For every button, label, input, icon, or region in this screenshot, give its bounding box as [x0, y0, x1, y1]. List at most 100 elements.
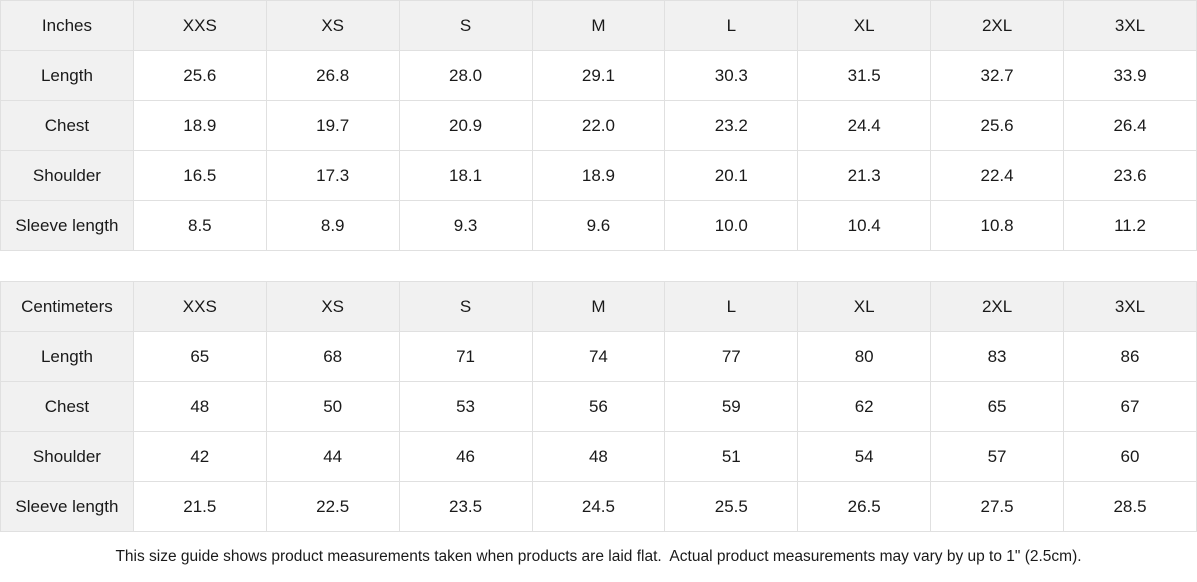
measurement-value-cell: 20.1: [664, 150, 799, 201]
table-row: Length 25.6 26.8 28.0 29.1 30.3 31.5 32.7 33.9: [0, 50, 1197, 101]
measurement-value-cell: 71: [398, 331, 533, 382]
measurement-value-cell: 80: [797, 331, 932, 382]
measurement-label-cell: Length: [0, 331, 134, 382]
measurement-value-cell: 21.3: [797, 150, 932, 201]
measurement-disclaimer: This size guide shows product measuremen…: [0, 532, 1197, 582]
measurement-value-cell: 26.4: [1063, 100, 1197, 151]
measurement-value-cell: 17.3: [265, 150, 400, 201]
size-header-cell: XS: [265, 281, 400, 332]
measurement-value-cell: 67: [1063, 381, 1197, 432]
measurement-value-cell: 10.4: [797, 200, 932, 251]
measurement-value-cell: 86: [1063, 331, 1197, 382]
measurement-value-cell: 32.7: [930, 50, 1064, 101]
measurement-value-cell: 30.3: [664, 50, 799, 101]
measurement-value-cell: 33.9: [1063, 50, 1197, 101]
size-header-cell: XS: [265, 0, 400, 51]
measurement-value-cell: 83: [930, 331, 1064, 382]
measurement-value-cell: 16.5: [132, 150, 267, 201]
size-header-cell: XXS: [132, 0, 267, 51]
measurement-value-cell: 50: [265, 381, 400, 432]
size-header-cell: 3XL: [1063, 0, 1197, 51]
centimeters-table-body: Length 65 68 71 74 77 80 83 86 Chest 48 50 53 56 59 62 6…: [0, 331, 1197, 532]
size-header-cell: 2XL: [930, 0, 1064, 51]
measurement-value-cell: 28.0: [398, 50, 533, 101]
measurement-value-cell: 60: [1063, 431, 1197, 482]
measurement-value-cell: 23.6: [1063, 150, 1197, 201]
measurement-value-cell: 48: [531, 431, 666, 482]
measurement-value-cell: 10.8: [930, 200, 1064, 251]
measurement-value-cell: 8.5: [132, 200, 267, 251]
measurement-value-cell: 57: [930, 431, 1064, 482]
size-header-cell: M: [531, 0, 666, 51]
size-header-cell: 2XL: [930, 281, 1064, 332]
measurement-value-cell: 22.0: [531, 100, 666, 151]
measurement-value-cell: 22.4: [930, 150, 1064, 201]
measurement-value-cell: 25.6: [132, 50, 267, 101]
measurement-value-cell: 8.9: [265, 200, 400, 251]
measurement-value-cell: 9.6: [531, 200, 666, 251]
size-header-cell: XXS: [132, 281, 267, 332]
measurement-label-cell: Chest: [0, 100, 134, 151]
measurement-value-cell: 24.4: [797, 100, 932, 151]
size-header-cell: XL: [797, 0, 932, 51]
table-row: Sleeve length 8.5 8.9 9.3 9.6 10.0 10.4 10.8 11.…: [0, 200, 1197, 251]
measurement-label-cell: Length: [0, 50, 134, 101]
unit-header-cell: Centimeters: [0, 281, 134, 332]
inches-table-header: Inches XXS XS S M L XL 2XL 3XL: [0, 0, 1197, 51]
measurement-label-cell: Shoulder: [0, 431, 134, 482]
measurement-value-cell: 24.5: [531, 481, 666, 532]
measurement-value-cell: 26.5: [797, 481, 932, 532]
measurement-value-cell: 21.5: [132, 481, 267, 532]
measurement-value-cell: 23.2: [664, 100, 799, 151]
measurement-value-cell: 18.9: [531, 150, 666, 201]
measurement-label-cell: Sleeve length: [0, 481, 134, 532]
measurement-value-cell: 68: [265, 331, 400, 382]
measurement-value-cell: 65: [930, 381, 1064, 432]
size-header-cell: L: [664, 281, 799, 332]
measurement-value-cell: 27.5: [930, 481, 1064, 532]
table-row: Shoulder 42 44 46 48 51 54 57 60: [0, 431, 1197, 482]
measurement-value-cell: 10.0: [664, 200, 799, 251]
measurement-value-cell: 42: [132, 431, 267, 482]
measurement-value-cell: 62: [797, 381, 932, 432]
inches-table: Inches XXS XS S M L XL 2XL 3XL Length 25.6 26.8 28.…: [0, 0, 1197, 251]
measurement-value-cell: 48: [132, 381, 267, 432]
table-row: Shoulder 16.5 17.3 18.1 18.9 20.1 21.3 22.4 23.6: [0, 150, 1197, 201]
table-row: Length 65 68 71 74 77 80 83 86: [0, 331, 1197, 382]
measurement-value-cell: 46: [398, 431, 533, 482]
measurement-value-cell: 23.5: [398, 481, 533, 532]
size-header-cell: S: [398, 0, 533, 51]
measurement-value-cell: 74: [531, 331, 666, 382]
header-row: Inches XXS XS S M L XL 2XL 3XL: [0, 0, 1197, 51]
measurement-value-cell: 20.9: [398, 100, 533, 151]
unit-header-cell: Inches: [0, 0, 134, 51]
table-spacer: [0, 251, 1197, 281]
measurement-value-cell: 51: [664, 431, 799, 482]
measurement-value-cell: 53: [398, 381, 533, 432]
measurement-value-cell: 9.3: [398, 200, 533, 251]
measurement-value-cell: 44: [265, 431, 400, 482]
header-row: Centimeters XXS XS S M L XL 2XL 3XL: [0, 281, 1197, 332]
measurement-value-cell: 25.5: [664, 481, 799, 532]
measurement-value-cell: 28.5: [1063, 481, 1197, 532]
table-row: Sleeve length 21.5 22.5 23.5 24.5 25.5 26.5 27.…: [0, 481, 1197, 532]
measurement-value-cell: 18.1: [398, 150, 533, 201]
measurement-value-cell: 59: [664, 381, 799, 432]
measurement-value-cell: 18.9: [132, 100, 267, 151]
measurement-value-cell: 56: [531, 381, 666, 432]
measurement-label-cell: Chest: [0, 381, 134, 432]
centimeters-table-header: Centimeters XXS XS S M L XL 2XL 3XL: [0, 281, 1197, 332]
measurement-value-cell: 54: [797, 431, 932, 482]
size-header-cell: XL: [797, 281, 932, 332]
size-header-cell: L: [664, 0, 799, 51]
centimeters-table: Centimeters XXS XS S M L XL 2XL 3XL Length 65 68 71…: [0, 281, 1197, 532]
measurement-value-cell: 19.7: [265, 100, 400, 151]
measurement-value-cell: 29.1: [531, 50, 666, 101]
measurement-value-cell: 11.2: [1063, 200, 1197, 251]
measurement-value-cell: 65: [132, 331, 267, 382]
measurement-value-cell: 77: [664, 331, 799, 382]
measurement-value-cell: 25.6: [930, 100, 1064, 151]
measurement-label-cell: Sleeve length: [0, 200, 134, 251]
size-header-cell: M: [531, 281, 666, 332]
